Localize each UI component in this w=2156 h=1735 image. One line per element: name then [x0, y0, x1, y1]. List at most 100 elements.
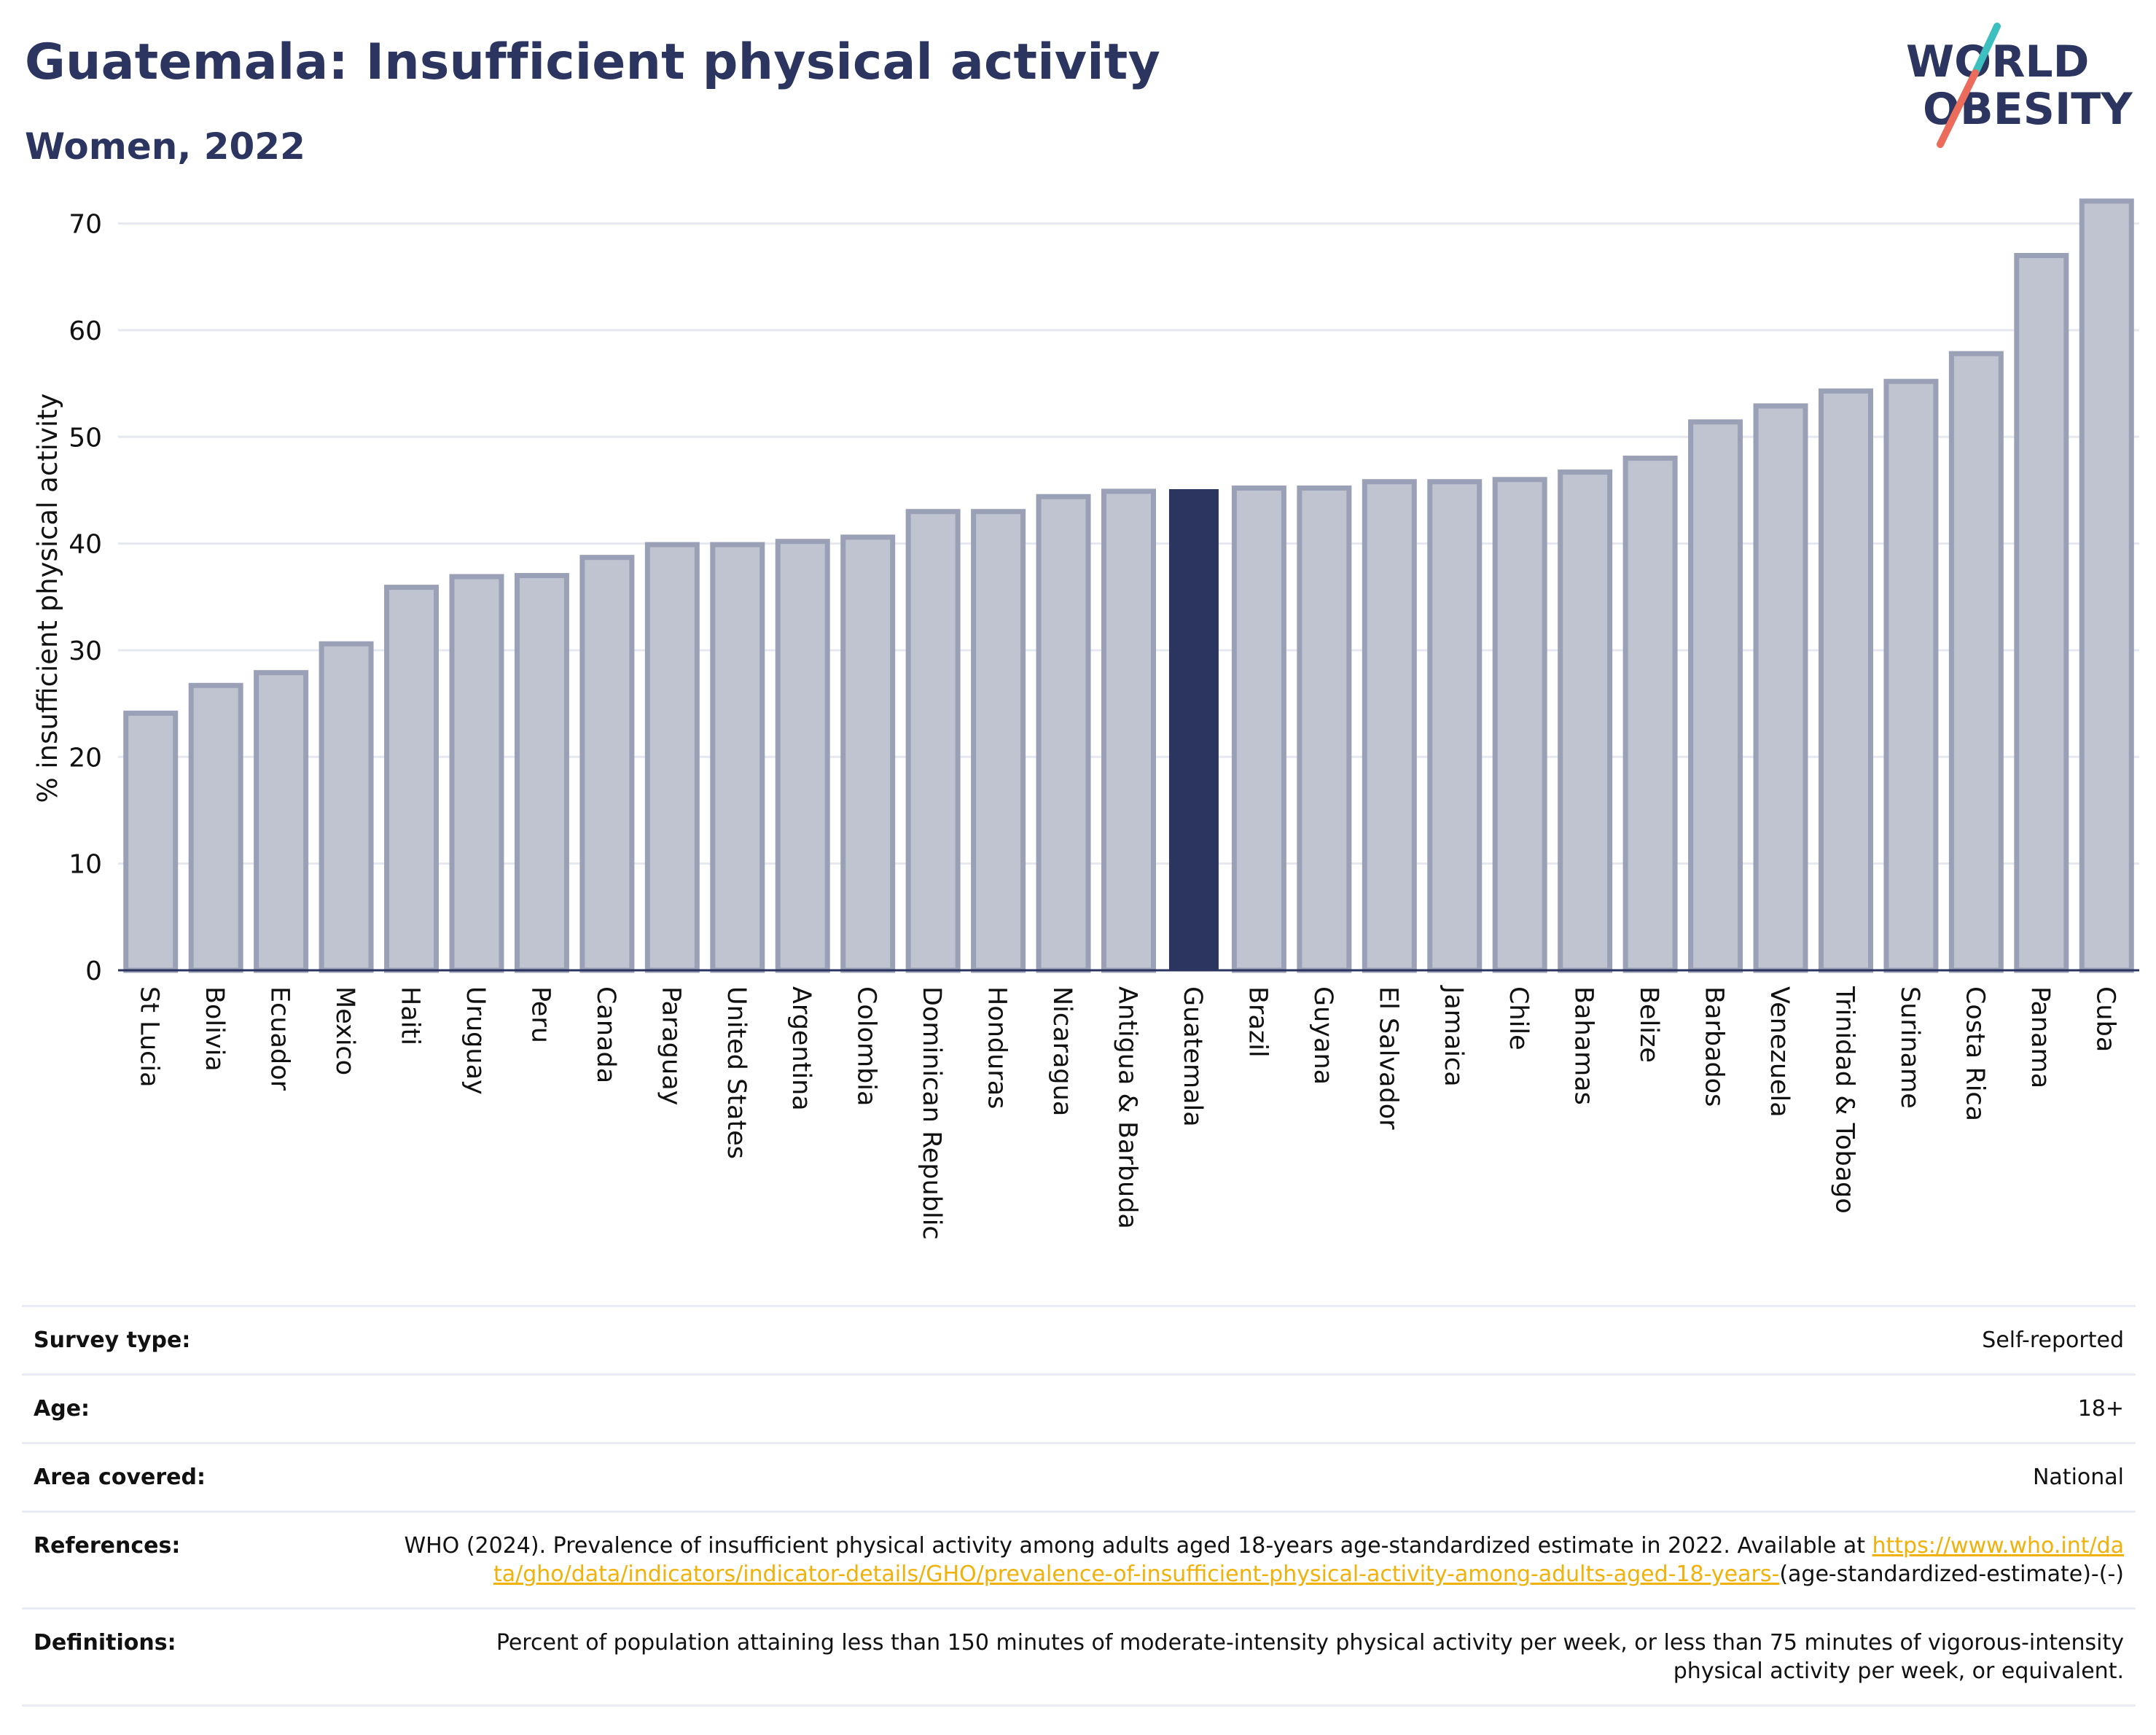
world-obesity-logo: WORLD OBESITY	[1906, 23, 2133, 148]
x-tick-label: Suriname	[1895, 986, 1924, 1109]
bar-uruguay	[449, 574, 504, 973]
x-tick-label: St Lucia	[135, 986, 164, 1088]
bar-chart: 0 10 20 30 40 50 60 70 St Lucia Bolivia Ecuador Me…	[32, 198, 2139, 1240]
survey-type-row: Survey type: Self-reported	[22, 1305, 2136, 1373]
bar-belize	[1622, 456, 1678, 973]
logo-slash-teal	[1972, 23, 2001, 77]
bar-panama	[2014, 252, 2069, 973]
x-tick-label: Cuba	[2090, 986, 2120, 1052]
x-tick-label: Guatemala	[1178, 986, 1207, 1127]
x-tick-label: Jamaica	[1439, 985, 1468, 1087]
x-tick-label: Mexico	[330, 986, 359, 1075]
bar-bolivia	[188, 682, 243, 973]
references-label: References:	[34, 1533, 181, 1559]
y-tick-label: 20	[69, 743, 102, 773]
y-tick-label: 70	[69, 210, 102, 240]
x-tick-label: Bahamas	[1569, 986, 1598, 1105]
bar-barbados	[1688, 419, 1743, 973]
details-table: Survey type: Self-reported Age: 18+ Area…	[22, 1305, 2136, 1707]
x-tick-label: Canada	[591, 986, 620, 1083]
definitions-label: Definitions:	[34, 1630, 176, 1656]
x-tick-label: Barbados	[1700, 986, 1729, 1107]
logo-text-line1: WORLD	[1906, 36, 2089, 87]
bar-guatemala	[1168, 488, 1219, 970]
bar-bahamas	[1558, 469, 1613, 973]
bar-paraguay	[644, 542, 700, 973]
references-suffix: (age-standardized-estimate)-(-)	[1779, 1562, 2124, 1587]
y-axis-ticks: 0 10 20 30 40 50 60 70	[69, 210, 102, 986]
bar-venezuela	[1753, 403, 1808, 973]
bar-mexico	[319, 641, 374, 973]
page-title: Guatemala: Insufficient physical activit…	[25, 34, 1160, 91]
y-tick-label: 40	[69, 530, 102, 560]
x-tick-label: Peru	[526, 986, 555, 1043]
y-tick-label: 50	[69, 423, 102, 453]
bar-cuba	[2079, 198, 2134, 973]
x-tick-label: Bolivia	[200, 986, 229, 1072]
bar-honduras	[971, 509, 1026, 973]
bar-argentina	[775, 539, 830, 973]
bar-guyana	[1297, 486, 1352, 973]
x-tick-label: Belize	[1634, 986, 1663, 1063]
x-tick-label: Colombia	[852, 986, 881, 1106]
bar-jamaica	[1427, 479, 1483, 973]
definitions-value: Percent of population attaining less tha…	[496, 1630, 2124, 1684]
bar-suriname	[1883, 378, 1939, 973]
x-tick-label: Dominican Republic	[917, 986, 946, 1240]
area-row: Area covered: National	[22, 1442, 2136, 1510]
bar-antigua-barbuda	[1101, 488, 1156, 973]
area-value: National	[2032, 1465, 2124, 1490]
x-tick-label: El Salvador	[1373, 986, 1402, 1130]
references-row: References: WHO (2024). Prevalence of in…	[22, 1510, 2136, 1607]
area-label: Area covered:	[34, 1465, 206, 1490]
x-tick-label: Honduras	[983, 986, 1012, 1109]
x-tick-label: Antigua & Barbuda	[1113, 986, 1142, 1229]
bar-st-lucia	[123, 710, 179, 973]
bar-el-salvador	[1362, 479, 1417, 973]
references-link[interactable]: https://www.who.int/data/gho/data/indica…	[493, 1533, 2124, 1587]
x-tick-label: Uruguay	[461, 986, 490, 1095]
references-text: WHO (2024). Prevalence of insufficient p…	[404, 1533, 1872, 1559]
bar-peru	[514, 573, 569, 973]
bar-brazil	[1231, 486, 1286, 973]
x-tick-label: Ecuador	[265, 986, 294, 1091]
bar-united-states	[710, 542, 765, 973]
y-axis-title: % insufficient physical activity	[32, 393, 63, 803]
y-tick-label: 30	[69, 636, 102, 666]
bar-chile	[1492, 477, 1547, 973]
x-tick-label: Trinidad & Tobago	[1829, 986, 1859, 1214]
x-tick-label: Panama	[2026, 986, 2055, 1088]
bar-canada	[579, 555, 635, 973]
x-tick-label: Haiti	[396, 986, 425, 1045]
y-tick-label: 60	[69, 316, 102, 346]
age-label: Age:	[34, 1396, 90, 1422]
x-tick-label: Venezuela	[1765, 986, 1794, 1118]
bar-haiti	[384, 585, 440, 973]
x-tick-label: Guyana	[1308, 986, 1337, 1085]
bar-trinidad-tobago	[1818, 388, 1873, 973]
x-tick-label: Paraguay	[656, 986, 685, 1105]
x-tick-label: Argentina	[786, 986, 816, 1111]
bar-costa-rica	[1948, 351, 2004, 973]
bar-dominican-republic	[905, 509, 961, 973]
survey-type-value: Self-reported	[1982, 1327, 2124, 1353]
bar-nicaragua	[1036, 494, 1091, 973]
x-tick-label: Nicaragua	[1047, 986, 1077, 1116]
definitions-row: Definitions: Percent of population attai…	[22, 1607, 2136, 1707]
age-value: 18+	[2077, 1396, 2124, 1422]
survey-type-label: Survey type:	[34, 1327, 191, 1353]
age-row: Age: 18+	[22, 1373, 2136, 1442]
bar-colombia	[840, 534, 896, 973]
x-tick-label: Brazil	[1243, 986, 1272, 1058]
logo-slash-coral	[1937, 69, 1979, 148]
x-tick-label: Costa Rica	[1960, 986, 1989, 1121]
references-value: WHO (2024). Prevalence of insufficient p…	[404, 1532, 2124, 1588]
page-subtitle: Women, 2022	[25, 125, 305, 168]
bars	[123, 198, 2134, 973]
y-tick-label: 0	[85, 956, 102, 986]
bar-ecuador	[254, 670, 309, 973]
x-tick-label: Chile	[1504, 986, 1533, 1050]
x-axis-labels: St Lucia Bolivia Ecuador Mexico Haiti Uruguay…	[135, 985, 2120, 1240]
y-tick-label: 10	[69, 850, 102, 880]
x-tick-label: United States	[722, 986, 751, 1159]
